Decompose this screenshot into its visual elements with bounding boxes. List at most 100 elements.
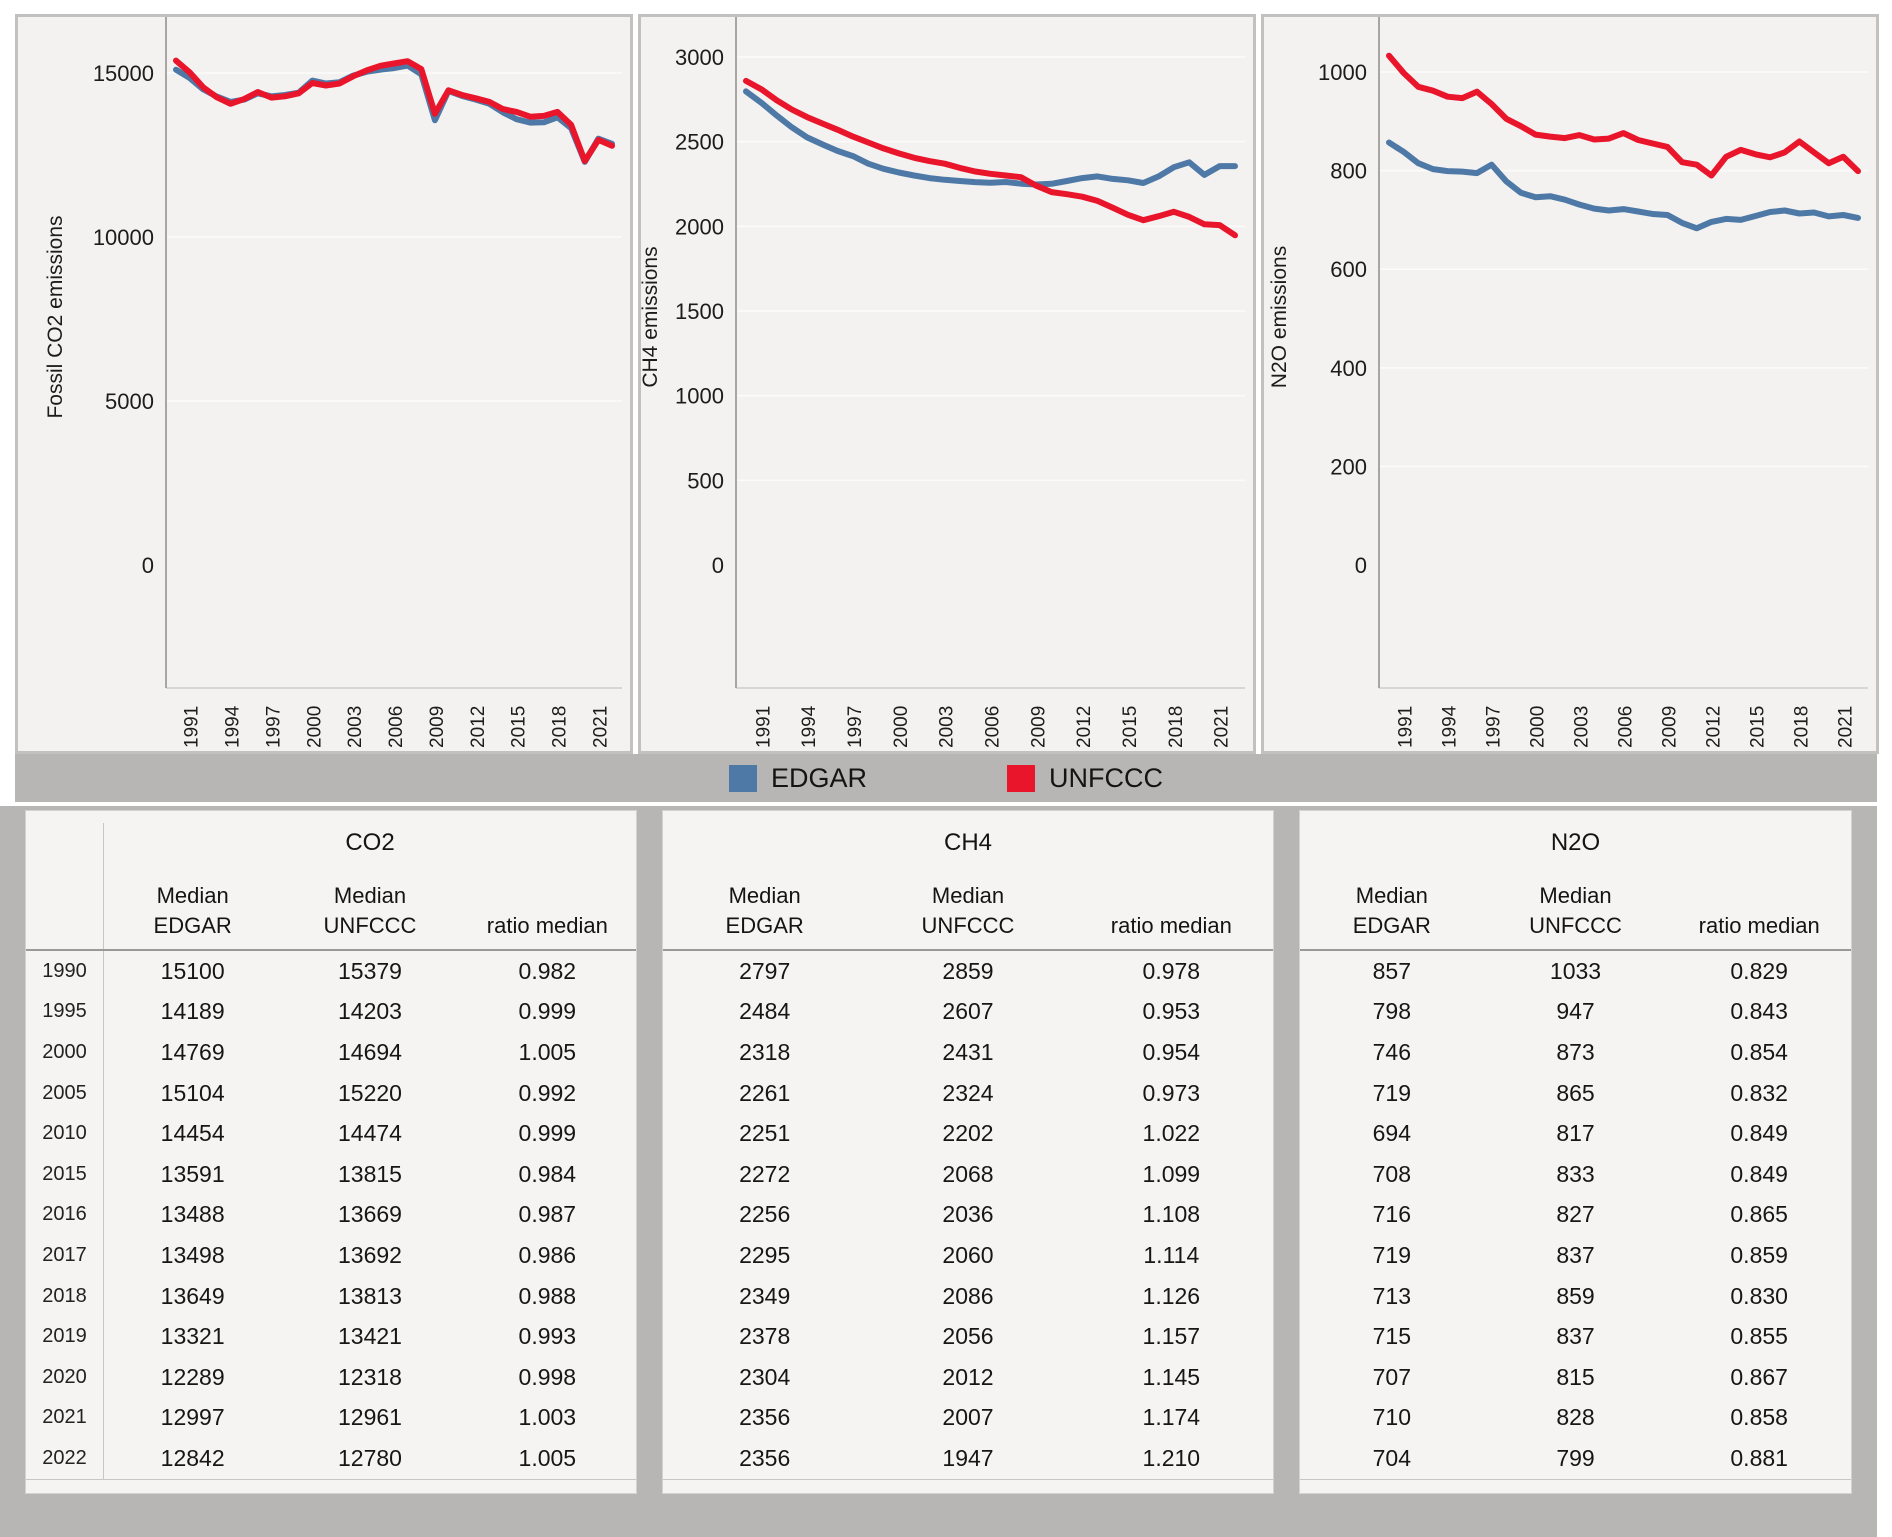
value-cell: 1.099 [1142,1160,1201,1187]
legend-bar: EDGAR UNFCCC [15,754,1877,802]
value-cell: 2484 [739,998,791,1025]
column-header: Median UNFCCC [866,863,1069,949]
x-tick-label: 1994 [1440,705,1461,748]
year-label: 1990 [26,951,104,992]
value-cell: 13421 [338,1323,402,1350]
y-tick-label: 500 [687,468,724,493]
x-tick-label: 2021 [1212,706,1233,748]
y-tick-label: 2000 [675,214,724,239]
unfccc-line [1386,52,1861,179]
column-header: Median EDGAR [104,863,281,949]
year-label: 2016 [26,1194,104,1236]
table-row: 713 859 0.830 [1300,1276,1851,1317]
column-headers-row: Median EDGAR Median UNFCCC ratio median [26,863,636,949]
column-header: ratio median [1667,863,1851,949]
edgar-swatch-icon [728,764,757,792]
x-tick-label: 1991 [753,706,774,748]
table-row: 2356 1947 1.210 [663,1438,1273,1479]
table-row: 2261 2324 0.973 [663,1073,1273,1114]
value-cell: 704 [1372,1444,1412,1471]
table-title: CH4 [943,829,992,856]
value-cell: 14454 [160,1120,225,1147]
value-cell: 715 [1372,1323,1412,1350]
value-cell: 707 [1372,1363,1412,1390]
value-cell: 2349 [739,1282,791,1309]
column-header-line: EDGAR [1352,913,1431,938]
table-row: 2020 12289 12318 0.998 [26,1356,636,1398]
value-cell: 0.832 [1730,1079,1788,1106]
edgar-line [743,88,1238,188]
value-cell: 2056 [942,1323,994,1350]
table-title-cell: N2O [1300,823,1851,863]
value-cell: 15220 [338,1079,402,1106]
value-cell: 13669 [338,1201,402,1228]
column-header-line: EDGAR [153,913,232,938]
table-title-cell: CO2 [104,823,636,863]
table-panel-co2: CO2 Median EDGAR Median UNFCCC ratio median 19… [25,810,637,1494]
value-cell: 833 [1556,1160,1595,1187]
table-row: 2000 14769 14694 1.005 [26,1032,636,1073]
value-cell: 12997 [160,1404,225,1431]
value-cell: 13591 [160,1160,225,1187]
value-cell: 0.999 [518,998,577,1025]
table-row: 2378 2056 1.157 [663,1316,1273,1357]
value-cell: 13692 [338,1241,402,1268]
table-row: 2016 13488 13669 0.987 [26,1194,636,1236]
x-tick-label: 2018 [1791,706,1812,748]
column-header: Median UNFCCC [1484,863,1668,949]
year-label: 2010 [26,1113,104,1154]
column-header-line: Median [1355,883,1428,908]
value-cell: 0.973 [1142,1079,1201,1106]
column-header: ratio median [459,863,636,949]
value-cell: 2356 [739,1404,791,1431]
value-cell: 2797 [739,957,791,984]
legend-item-unfccc: UNFCCC [1007,763,1163,794]
value-cell: 0.858 [1730,1404,1788,1431]
value-cell: 0.849 [1730,1160,1788,1187]
table-row: 694 817 0.849 [1300,1113,1851,1154]
value-cell: 12961 [338,1404,402,1431]
x-tick-label: 2006 [983,706,1004,748]
x-tick-label: 2009 [1028,706,1049,748]
year-label: 2022 [26,1438,104,1479]
y-tick-label: 800 [1330,159,1367,184]
value-cell: 2007 [942,1404,994,1431]
y-axis-title: CH4 emissions [641,246,662,387]
value-cell: 0.998 [518,1363,577,1390]
y-tick-label: 2500 [675,130,724,155]
column-header: Median EDGAR [663,863,866,949]
table-row: 710 828 0.858 [1300,1398,1851,1439]
value-cell: 719 [1372,1079,1412,1106]
value-cell: 14189 [160,998,225,1025]
y-tick-label: 0 [1355,553,1367,578]
value-cell: 708 [1372,1160,1412,1187]
unfccc-swatch-icon [1007,764,1036,792]
column-header-line: ratio median [486,913,608,938]
column-header-line: UNFCCC [323,913,417,938]
table-row: 798 947 0.843 [1300,992,1851,1033]
value-cell: 2202 [942,1120,994,1147]
x-tick-label: 2000 [304,706,325,748]
value-cell: 0.982 [518,957,577,984]
table-row: 707 815 0.867 [1300,1357,1851,1398]
value-cell: 1.114 [1143,1241,1200,1268]
value-cell: 719 [1372,1241,1412,1268]
value-cell: 716 [1372,1201,1412,1228]
value-cell: 15104 [160,1079,225,1106]
value-cell: 0.859 [1730,1241,1788,1268]
table-row: 719 837 0.859 [1300,1235,1851,1276]
value-cell: 837 [1556,1241,1595,1268]
value-cell: 0.978 [1142,957,1201,984]
column-header-line: Median [333,883,407,908]
x-tick-label: 1994 [223,705,244,748]
chart-panel-co2: 0 5000 10000 15000 1991 1994 1997 2000 2003 2006 2… [15,14,633,754]
value-cell: 12318 [338,1363,402,1390]
unfccc-line [743,77,1238,239]
value-cell: 837 [1556,1323,1595,1350]
value-cell: 13649 [160,1282,225,1309]
value-cell: 13815 [338,1160,402,1187]
value-cell: 1.005 [518,1038,577,1065]
year-label: 2015 [26,1153,104,1195]
year-label: 2000 [26,1032,104,1073]
column-header: Median UNFCCC [281,863,458,949]
